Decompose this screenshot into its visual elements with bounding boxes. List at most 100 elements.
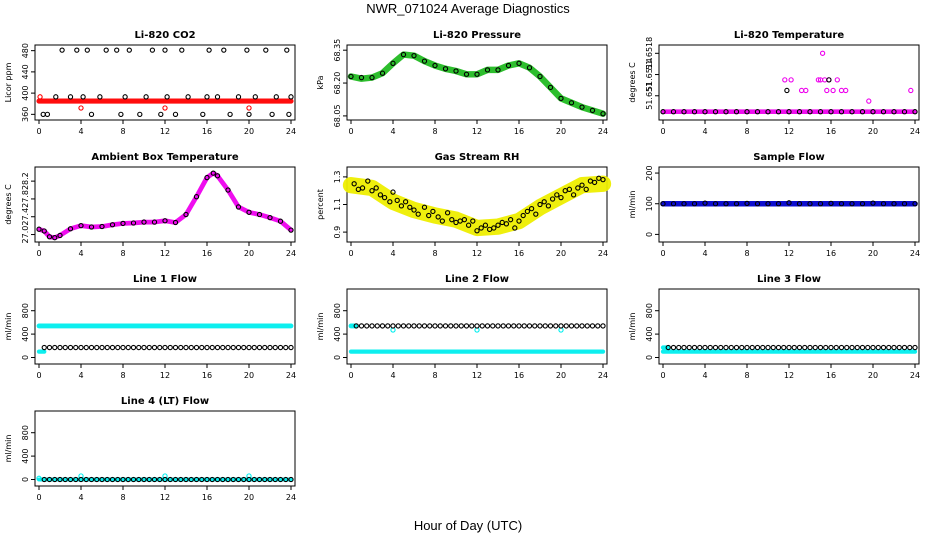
line-1-flow-averages-point bbox=[94, 344, 100, 351]
li-820-co2-red-outliers-point bbox=[37, 94, 43, 100]
line-4-lt-flow-averages-point bbox=[151, 476, 158, 483]
line-4-lt-flow-averages-point bbox=[178, 476, 184, 483]
li-820-co2-averages-point bbox=[179, 47, 185, 53]
li-820-temperature-averages-point bbox=[754, 109, 761, 115]
li-820-temperature-samples-point bbox=[815, 77, 822, 83]
gas-stream-rh-averages-point bbox=[373, 185, 379, 191]
ambient-box-temperature-averages-point bbox=[52, 235, 58, 241]
ambient-box-temperature-y-tick-label: 28.2 bbox=[21, 172, 30, 190]
li-820-co2-y-tick-label: 360 bbox=[21, 107, 30, 122]
line-1-flow-averages-point bbox=[283, 344, 289, 351]
gas-stream-rh-x-tick-label: 16 bbox=[514, 249, 524, 258]
li-820-temperature-samples-point bbox=[803, 87, 809, 94]
line-2-flow-averages-point bbox=[563, 323, 569, 329]
li-820-co2-averages-point bbox=[263, 47, 269, 53]
ambient-box-temperature-x-tick-label: 12 bbox=[160, 249, 170, 258]
line-1-flow-averages-point bbox=[41, 344, 47, 351]
line-4-lt-flow-averages-point bbox=[41, 476, 47, 483]
line-1-flow-averages-point bbox=[262, 344, 268, 351]
line-4-lt-flow-averages-point bbox=[125, 476, 131, 483]
line-1-flow-averages-point bbox=[220, 344, 226, 351]
li-820-pressure-averages-point bbox=[526, 65, 533, 71]
chart-line-3-flow: Line 3 Flow ml/min 0 4 8 12 16 20 24 0 400 800 bbox=[628, 274, 920, 380]
li-820-co2-averages-point bbox=[84, 47, 90, 53]
gas-stream-rh-averages-point bbox=[359, 185, 366, 191]
li-820-pressure-averages-point bbox=[579, 104, 585, 110]
line-4-lt-flow-x-tick-label: 0 bbox=[36, 493, 41, 502]
line-3-flow-averages-point bbox=[791, 344, 797, 351]
gas-stream-rh-y-tick-label: 1.1 bbox=[333, 198, 342, 211]
li-820-temperature-x-tick-label: 24 bbox=[910, 127, 920, 136]
gas-stream-rh-averages-point bbox=[478, 225, 484, 231]
li-820-temperature-x-tick-label: 12 bbox=[784, 127, 794, 136]
sample-flow-averages-point bbox=[859, 201, 866, 207]
ambient-box-temperature-averages-point bbox=[162, 218, 168, 224]
line-4-lt-flow-spikes-point bbox=[246, 473, 252, 479]
line-1-flow-averages-point bbox=[204, 344, 210, 351]
gas-stream-rh-averages-point bbox=[394, 197, 400, 204]
line-1-flow-x-tick-label: 12 bbox=[160, 371, 170, 380]
li-820-co2-averages-point bbox=[114, 47, 120, 53]
line-4-lt-flow-y-label: ml/min bbox=[4, 435, 13, 463]
line-3-flow-averages-point bbox=[891, 344, 897, 351]
chart-ambient-box-temperature: Ambient Box Temperature degrees C 0 4 8 12 16 2… bbox=[4, 152, 296, 258]
gas-stream-rh-averages-point bbox=[411, 207, 417, 213]
line-4-lt-flow-averages-point bbox=[109, 476, 116, 483]
line-1-flow-averages-point bbox=[267, 344, 273, 351]
line-4-lt-flow-averages-point bbox=[104, 476, 110, 483]
li-820-pressure-x-tick-label: 12 bbox=[472, 127, 482, 136]
sample-flow-x-tick-label: 8 bbox=[744, 249, 749, 258]
ambient-box-temperature-averages-point bbox=[130, 220, 137, 226]
li-820-co2-averages-point bbox=[149, 47, 156, 53]
line-4-lt-flow-averages-point bbox=[262, 476, 268, 483]
li-820-co2-averages-point bbox=[126, 47, 132, 53]
li-820-pressure-x-tick-label: 8 bbox=[432, 127, 437, 136]
li-820-co2-plot-frame bbox=[34, 44, 296, 121]
li-820-pressure-plot-frame bbox=[346, 44, 608, 121]
line-3-flow-averages-point bbox=[781, 344, 787, 351]
line-4-lt-flow-averages-point bbox=[88, 476, 95, 483]
gas-stream-rh-averages-point bbox=[541, 199, 547, 205]
li-820-pressure-x-tick-label: 24 bbox=[598, 127, 608, 136]
li-820-temperature-y-label: degrees C bbox=[628, 62, 637, 103]
line-4-lt-flow-averages-point bbox=[115, 476, 121, 483]
li-820-temperature-x-tick-label: 8 bbox=[744, 127, 749, 136]
line-3-flow-title: Line 3 Flow bbox=[757, 274, 821, 285]
line-4-lt-flow-averages-point bbox=[46, 476, 53, 483]
line-4-lt-flow-x-tick-label: 4 bbox=[78, 493, 83, 502]
gas-stream-rh-averages-point bbox=[381, 194, 388, 201]
line-3-flow-averages-point bbox=[718, 344, 724, 351]
line-2-flow-averages-point bbox=[463, 323, 470, 329]
li-820-pressure-averages-point bbox=[505, 62, 512, 69]
line-3-flow-averages-point bbox=[896, 344, 902, 351]
line-4-lt-flow-averages-point bbox=[78, 476, 84, 483]
li-820-temperature-samples-point bbox=[824, 87, 830, 94]
ambient-box-temperature-averages-point bbox=[67, 226, 74, 232]
ambient-box-temperature-plot-frame bbox=[34, 166, 296, 243]
line-4-lt-flow-averages-point bbox=[141, 476, 147, 483]
line-1-flow-x-tick-label: 0 bbox=[36, 371, 41, 380]
li-820-temperature-samples-point bbox=[819, 50, 826, 56]
line-4-lt-flow-averages-point bbox=[246, 476, 252, 483]
line-3-flow-averages-point bbox=[807, 344, 813, 351]
line-4-lt-flow-x-tick-label: 8 bbox=[120, 493, 125, 502]
li-820-pressure-x-tick-label: 0 bbox=[348, 127, 353, 136]
line-2-flow-averages-point bbox=[479, 323, 485, 329]
line-2-flow-averages-point bbox=[369, 323, 375, 329]
line-3-flow-averages-point bbox=[828, 344, 834, 351]
line-3-flow-averages-point bbox=[749, 344, 755, 351]
gas-stream-rh-y-label: percent bbox=[316, 189, 325, 220]
sample-flow-x-tick-label: 4 bbox=[702, 249, 707, 258]
li-820-co2-red-outliers-point bbox=[246, 105, 252, 111]
ambient-box-temperature-averages-point bbox=[267, 214, 273, 221]
ambient-box-temperature-x-tick-label: 4 bbox=[78, 249, 83, 258]
line-1-flow-averages-point bbox=[199, 344, 205, 351]
li-820-pressure-x-tick-label: 4 bbox=[390, 127, 395, 136]
gas-stream-rh-averages-point bbox=[554, 192, 560, 198]
line-3-flow-averages-point bbox=[712, 344, 719, 351]
line-4-lt-flow-averages-point bbox=[57, 476, 63, 483]
line-4-lt-flow-averages-point bbox=[199, 476, 205, 483]
line-2-flow-averages-point bbox=[395, 323, 401, 329]
line-2-flow-y-tick-label: 400 bbox=[333, 326, 342, 341]
